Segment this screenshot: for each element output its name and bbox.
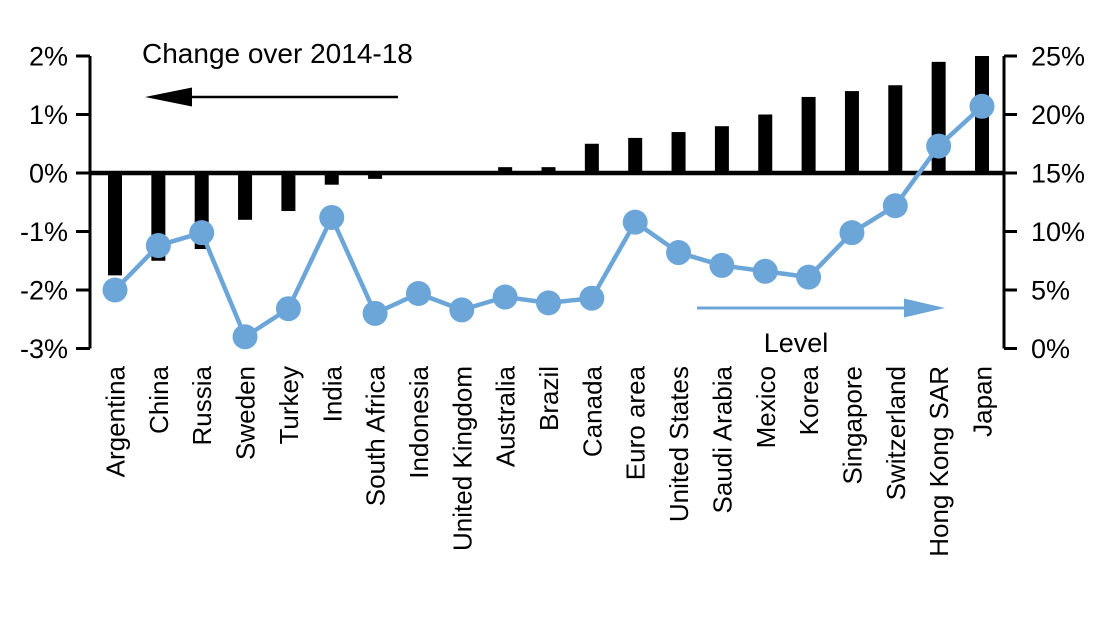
bar-australia bbox=[498, 167, 513, 173]
left-axis-tick-label-1: 1% bbox=[29, 100, 68, 130]
point-argentina bbox=[102, 277, 128, 303]
right-axis-tick-label-0: 25% bbox=[1031, 42, 1085, 72]
point-india bbox=[319, 204, 345, 230]
axes: 2% 1% 0% -1% -2% -3% 25% 20% 15% 10% 5% 0% bbox=[20, 42, 1085, 365]
bar-argentina bbox=[108, 173, 122, 276]
line-series-label: Level bbox=[764, 328, 829, 358]
bar-korea bbox=[801, 96, 816, 173]
point-singapore bbox=[839, 220, 865, 246]
category-label-australia: Australia bbox=[491, 365, 521, 467]
category-label-united-states: United States bbox=[664, 366, 694, 522]
point-australia bbox=[492, 284, 518, 310]
category-label-indonesia: Indonesia bbox=[404, 365, 434, 478]
category-label-saudi-arabia: Saudi Arabia bbox=[707, 365, 737, 513]
point-hong-kong-sar bbox=[926, 133, 952, 159]
point-korea bbox=[796, 264, 822, 290]
bar-sweden bbox=[238, 173, 253, 220]
category-label-japan: Japan bbox=[968, 366, 998, 437]
category-label-switzerland: Switzerland bbox=[881, 366, 911, 500]
point-russia bbox=[189, 220, 215, 246]
right-arrow-head bbox=[904, 298, 945, 318]
category-label-korea: Korea bbox=[794, 365, 824, 435]
category-label-mexico: Mexico bbox=[751, 366, 781, 448]
bar-south-africa bbox=[368, 173, 383, 179]
point-indonesia bbox=[405, 281, 431, 307]
line-series bbox=[102, 93, 995, 350]
category-label-brazil: Brazil bbox=[534, 366, 564, 431]
bar-turkey bbox=[281, 173, 296, 212]
bar-brazil bbox=[541, 167, 556, 173]
left-axis-tick-label-5: -3% bbox=[20, 334, 68, 364]
point-china bbox=[145, 233, 171, 259]
category-label-china: China bbox=[144, 365, 174, 433]
chart-title: Change over 2014-18 bbox=[142, 38, 413, 69]
bar-india bbox=[324, 173, 339, 185]
bar-saudi-arabia bbox=[714, 126, 729, 173]
bar-euro-area bbox=[628, 137, 643, 173]
point-sweden bbox=[232, 324, 258, 350]
point-united-states bbox=[666, 240, 692, 266]
left-axis-tick-label-4: -2% bbox=[20, 276, 68, 306]
left-arrow-head bbox=[145, 87, 192, 107]
category-axis-labels: Argentina China Russia Sweden Turkey India Sou… bbox=[101, 365, 998, 556]
bar-mexico bbox=[758, 114, 773, 173]
bar-united-states bbox=[671, 132, 686, 173]
point-switzerland bbox=[882, 193, 908, 219]
bar-switzerland bbox=[888, 85, 903, 173]
category-label-sweden: Sweden bbox=[231, 366, 261, 460]
category-label-euro-area: Euro area bbox=[621, 365, 651, 480]
point-united-kingdom bbox=[449, 297, 475, 323]
point-canada bbox=[579, 285, 605, 311]
left-arrow-icon bbox=[145, 87, 398, 107]
bar-canada bbox=[584, 143, 599, 173]
point-turkey bbox=[275, 296, 301, 322]
point-saudi-arabia bbox=[709, 252, 735, 278]
point-south-africa bbox=[362, 300, 388, 326]
point-japan bbox=[969, 93, 995, 119]
left-axis-tick-label-3: -1% bbox=[20, 217, 68, 247]
right-axis-tick-label-4: 5% bbox=[1031, 276, 1070, 306]
right-axis-tick-label-1: 20% bbox=[1031, 100, 1085, 130]
point-mexico bbox=[752, 258, 778, 284]
category-label-turkey: Turkey bbox=[274, 366, 304, 445]
right-arrow-icon bbox=[697, 298, 945, 318]
category-label-canada: Canada bbox=[577, 365, 607, 457]
category-label-hong-kong-sar: Hong Kong SAR bbox=[924, 366, 954, 557]
right-axis-tick-label-3: 10% bbox=[1031, 217, 1085, 247]
category-label-south-africa: South Africa bbox=[361, 365, 391, 506]
category-label-united-kingdom: United Kingdom bbox=[447, 366, 477, 551]
point-brazil bbox=[536, 290, 561, 316]
bar-singapore bbox=[844, 91, 859, 173]
point-euro-area bbox=[622, 209, 648, 235]
category-label-india: India bbox=[317, 365, 347, 422]
right-axis-tick-label-5: 0% bbox=[1031, 334, 1070, 364]
left-axis-tick-label-2: 0% bbox=[29, 159, 68, 189]
right-axis-tick-label-2: 15% bbox=[1031, 159, 1085, 189]
category-label-russia: Russia bbox=[187, 365, 217, 445]
left-axis-tick-label-0: 2% bbox=[29, 42, 68, 72]
category-label-singapore: Singapore bbox=[837, 366, 867, 485]
category-label-argentina: Argentina bbox=[101, 365, 131, 477]
